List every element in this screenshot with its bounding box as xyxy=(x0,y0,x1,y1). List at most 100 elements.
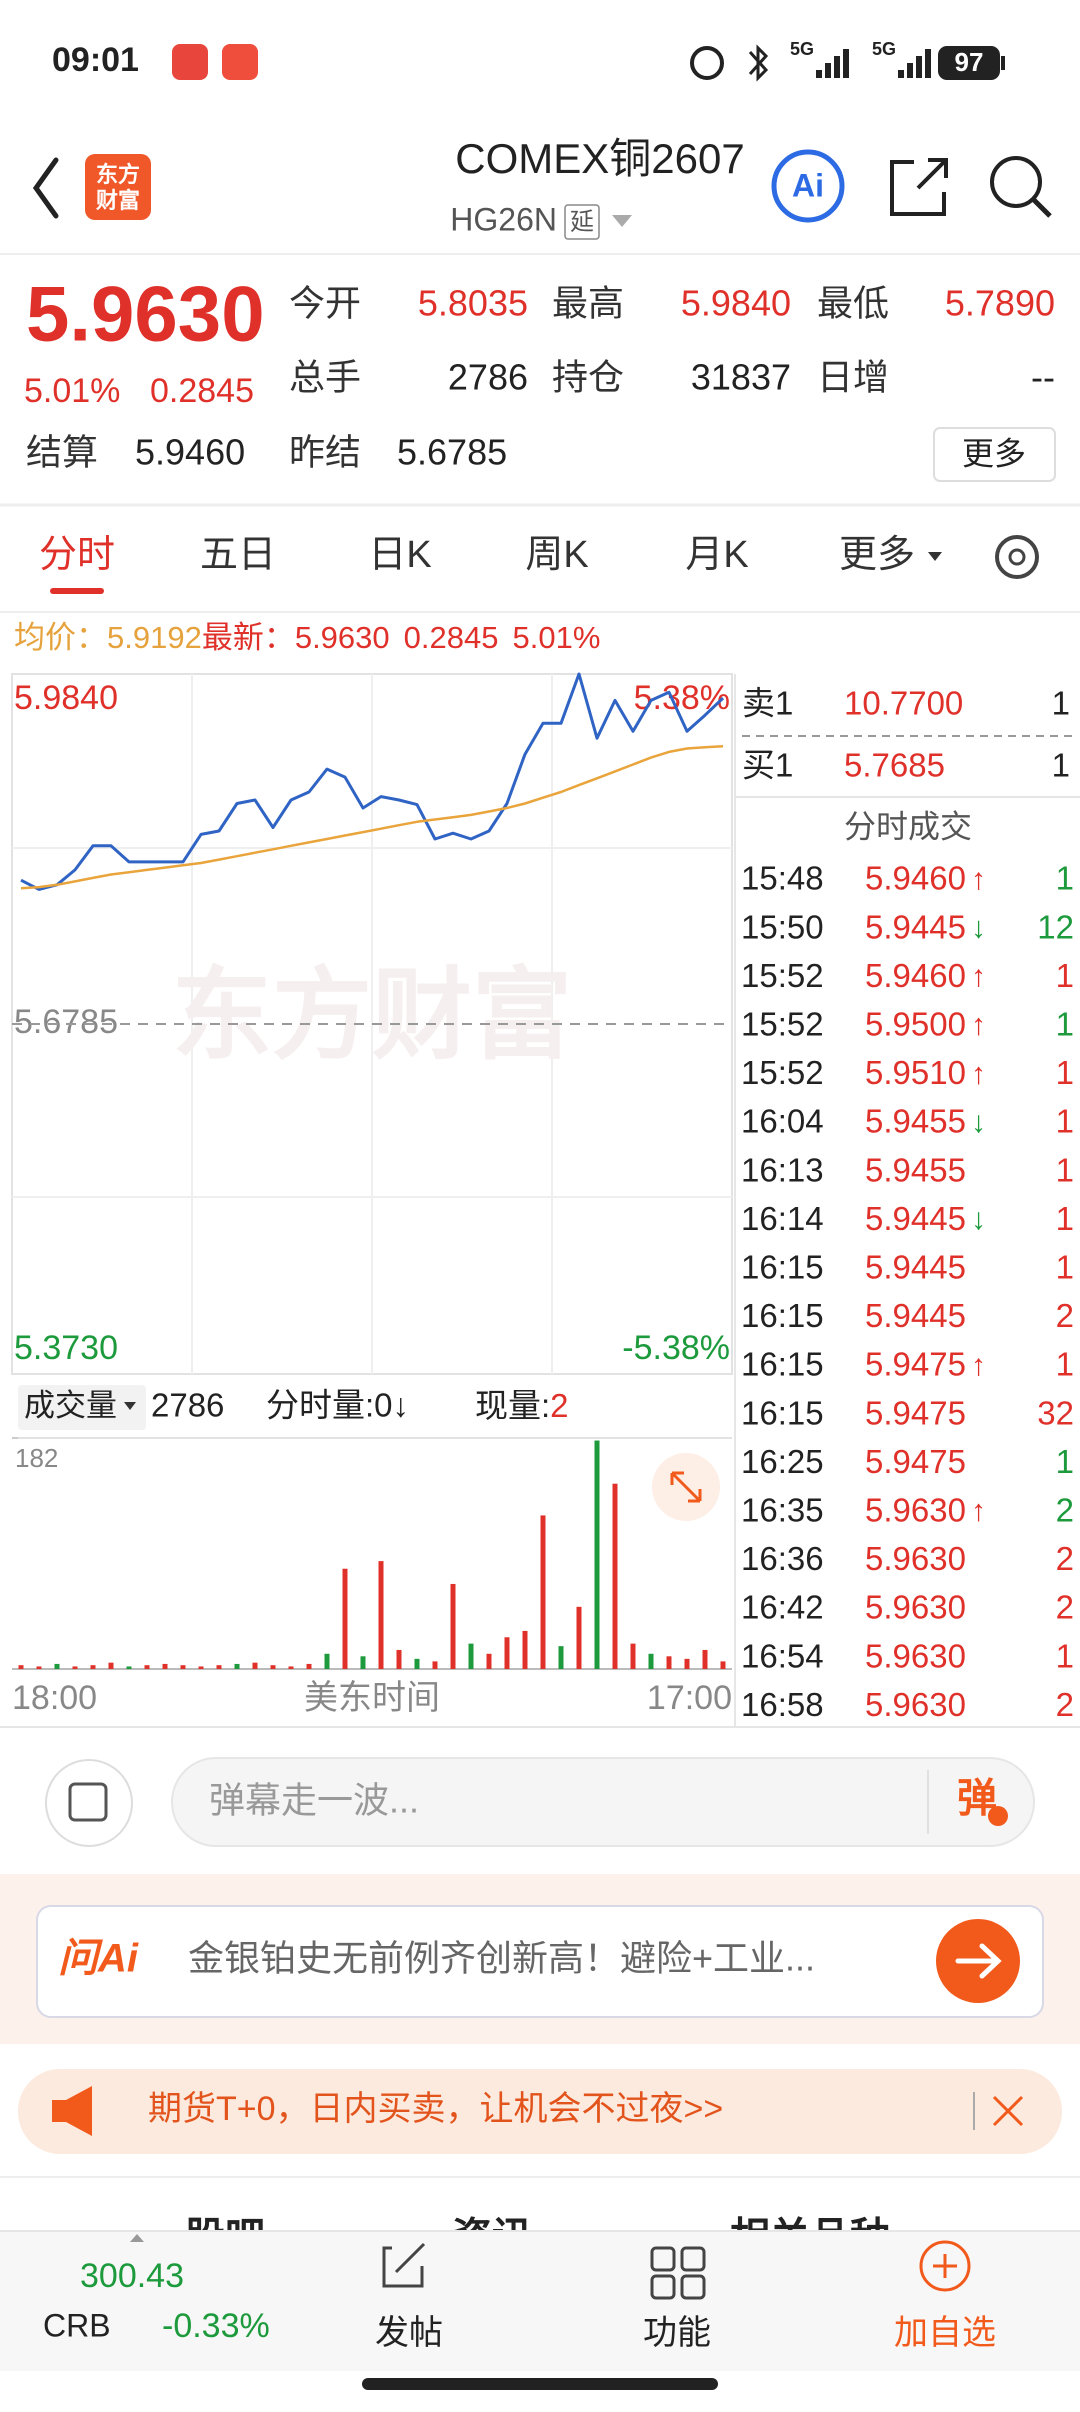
trade-time: 16:15 xyxy=(741,1394,824,1431)
signal-bar xyxy=(907,63,913,78)
logo-text: 东方 xyxy=(96,162,140,187)
watermark: 东方财富 xyxy=(172,959,572,1071)
alarm-icon xyxy=(690,46,724,80)
volume-bar xyxy=(90,1665,96,1669)
trade-volume: 1 xyxy=(1056,1637,1074,1674)
order-qty: 1 xyxy=(1052,747,1070,784)
signal-bar xyxy=(825,63,831,78)
trade-price: 5.9460 xyxy=(865,860,966,897)
comment-icon xyxy=(68,1782,108,1822)
tab[interactable]: 周K xyxy=(525,534,588,576)
trade-arrow: ↑ xyxy=(971,863,986,896)
trade-time: 16:15 xyxy=(741,1249,824,1286)
trade-volume: 1 xyxy=(1056,1200,1074,1237)
tab[interactable]: 日K xyxy=(368,534,431,576)
summary-avg-label: 均价： xyxy=(14,620,107,655)
trade-time: 16:58 xyxy=(741,1686,824,1723)
trade-volume: 1 xyxy=(1056,1103,1074,1140)
share-button[interactable] xyxy=(890,158,948,216)
index-change: -0.33% xyxy=(162,2307,270,2345)
trade-time: 16:25 xyxy=(741,1443,824,1480)
divider xyxy=(1031,197,1052,218)
settings-button[interactable] xyxy=(995,535,1039,579)
change: 0.2845 xyxy=(150,372,254,410)
signal-bar xyxy=(898,70,904,78)
order-price: 10.7700 xyxy=(844,685,963,722)
stat-label: 持仓 xyxy=(552,357,624,398)
trade-volume: 2 xyxy=(1056,1297,1074,1334)
more-button[interactable] xyxy=(933,427,1056,482)
ai-button[interactable] xyxy=(771,149,845,223)
trade-arrow: ↑ xyxy=(971,1349,986,1382)
order-qty: 1 xyxy=(1052,685,1070,722)
network: 5G xyxy=(790,39,814,59)
stat-label: 今开 xyxy=(289,283,361,324)
network: 5G xyxy=(872,39,896,59)
trade-arrow: ↑ xyxy=(971,1495,986,1528)
average-line xyxy=(20,744,724,890)
megaphone xyxy=(52,2086,92,2136)
volume-bar xyxy=(702,1649,708,1669)
tab[interactable]: 月K xyxy=(685,534,748,576)
ai-badge: 问Ai xyxy=(58,1937,139,1981)
promo-pill[interactable] xyxy=(18,2069,1062,2154)
trade-arrow: ↓ xyxy=(971,1203,986,1236)
comment-settings[interactable] xyxy=(45,1759,133,1847)
trade-time: 15:52 xyxy=(741,957,824,994)
ai-box[interactable] xyxy=(36,1905,1044,2018)
order-label: 买1 xyxy=(742,747,793,784)
volume-bar xyxy=(396,1649,402,1669)
volume-bar xyxy=(540,1515,546,1669)
stat-value: 2786 xyxy=(448,357,528,398)
trade-volume: 1 xyxy=(1056,1249,1074,1286)
back-button[interactable] xyxy=(32,157,59,219)
promo-close[interactable] xyxy=(992,2095,1024,2127)
page-title: COMEX铜2607 xyxy=(455,135,744,182)
tab[interactable]: 分时 xyxy=(39,534,115,576)
volume-bar xyxy=(252,1662,258,1669)
more-label[interactable]: 更多 xyxy=(962,435,1026,471)
trade-price: 5.9475 xyxy=(865,1443,966,1480)
settings-hub xyxy=(1008,548,1026,566)
volume-bar xyxy=(162,1663,168,1669)
summary-pct: 5.01% xyxy=(512,620,600,655)
trade-time: 15:50 xyxy=(741,908,824,945)
stat-value: 5.9840 xyxy=(681,283,791,324)
volume-bar xyxy=(468,1643,474,1669)
volume-bar xyxy=(630,1643,636,1669)
nav-item[interactable]: 功能 xyxy=(643,2314,711,2352)
stat-value: -- xyxy=(1031,357,1055,398)
add-icon xyxy=(919,2240,971,2292)
trade-time: 16:54 xyxy=(741,1637,824,1674)
trade-time: 15:52 xyxy=(741,1006,824,1043)
current-label: 现量: xyxy=(475,1387,550,1424)
tab[interactable]: 更多 xyxy=(839,534,915,576)
trade-price: 5.9445 xyxy=(865,1249,966,1286)
trade-price: 5.9445 xyxy=(865,1297,966,1334)
stat-label: 总手 xyxy=(289,357,361,398)
last-price: 5.9630 xyxy=(26,270,265,358)
search-button[interactable] xyxy=(990,156,1042,208)
volume-bar xyxy=(594,1440,600,1669)
volume-bar xyxy=(108,1662,114,1669)
trade-volume: 1 xyxy=(1056,1151,1074,1188)
volume-selector[interactable] xyxy=(18,1385,146,1430)
nav-item[interactable]: 发帖 xyxy=(375,2314,443,2352)
comment-input[interactable] xyxy=(171,1757,1035,1847)
tab[interactable]: 五日 xyxy=(200,534,276,576)
volume-bar xyxy=(270,1665,276,1669)
summary-last: 5.9630 xyxy=(295,620,390,655)
trade-time: 16:04 xyxy=(741,1103,824,1140)
nav-item[interactable]: 加自选 xyxy=(894,2314,996,2352)
volume-tick-label: 182 xyxy=(15,1443,58,1473)
signal-bar xyxy=(925,49,931,78)
trade-price: 5.9445 xyxy=(865,1200,966,1237)
volume-bar xyxy=(504,1637,510,1669)
volume-current: 现量:2 xyxy=(475,1387,569,1424)
volume-bar xyxy=(216,1665,222,1669)
ai-go-arrow xyxy=(955,1943,1002,1979)
volume-bar xyxy=(198,1666,204,1669)
pct-label-top: 5.38% xyxy=(634,679,730,717)
trade-price: 5.9445 xyxy=(865,908,966,945)
volume-bar xyxy=(684,1658,690,1669)
